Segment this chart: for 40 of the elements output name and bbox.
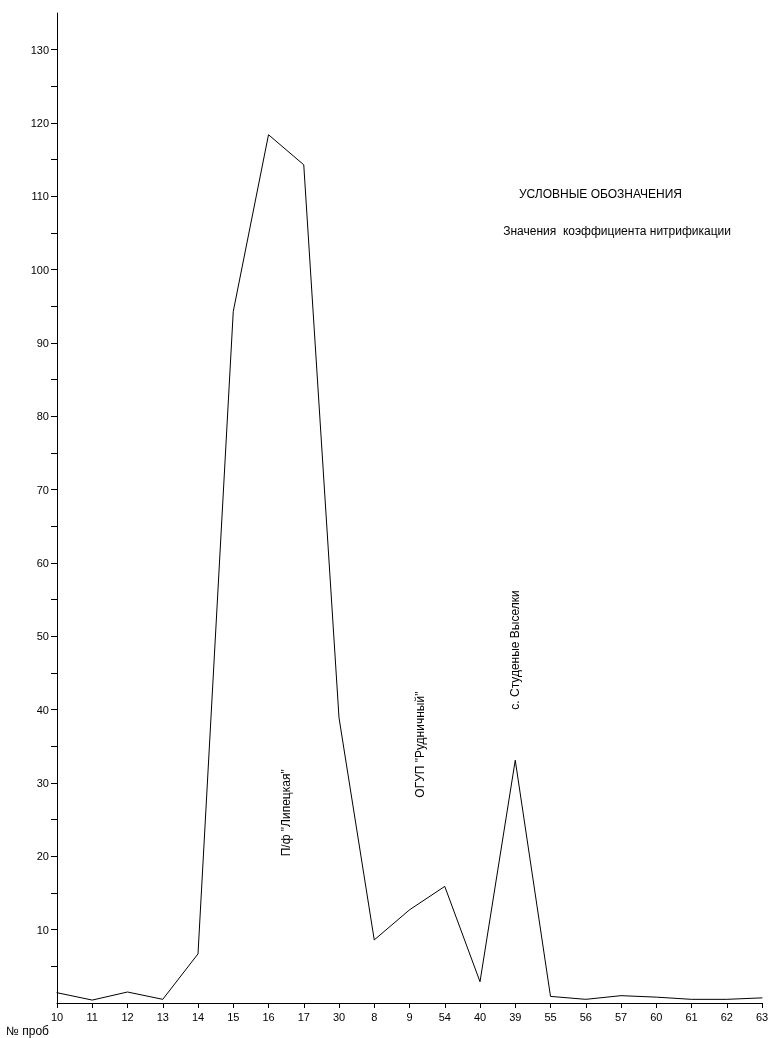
text: Значения коэффициента нитрификации (503, 224, 732, 238)
x-tick-label: 40 (473, 1010, 487, 1023)
x-tick-label: 17 (297, 1010, 310, 1023)
x-tick-label: 12 (121, 1010, 134, 1023)
y-tick-label: 40 (36, 703, 49, 716)
x-tick-label: 57 (614, 1010, 628, 1023)
x-tick-label: 56 (579, 1010, 592, 1023)
x-tick-label: 61 (685, 1010, 698, 1023)
x-tick-label: 60 (650, 1010, 663, 1023)
annotation: с. Студеные Выселки (508, 590, 523, 710)
x-tick-label: 63 (755, 1010, 769, 1023)
annotation: П/ф "Липецкая" (279, 769, 294, 857)
y-tick-label: 90 (36, 337, 49, 349)
x-tick-label: 55 (544, 1010, 557, 1023)
y-tick-label: 100 (30, 263, 49, 276)
legend-title: УСЛОВНЫЕ ОБОЗНАЧЕНИЯ (518, 187, 682, 201)
y-tick-label: 130 (30, 43, 49, 56)
y-tick-label: 50 (36, 630, 49, 643)
y-tick-label: 30 (36, 777, 49, 789)
y-tick-label: 120 (30, 117, 49, 129)
x-tick-label: 15 (227, 1010, 240, 1023)
y-tick-label: 10 (36, 923, 49, 936)
x-tick-label: 62 (720, 1010, 733, 1023)
y-tick-label: 110 (31, 190, 49, 203)
y-tick-label: 60 (36, 557, 49, 569)
x-tick-label: 9 (406, 1010, 413, 1023)
x-tick-label: 30 (332, 1010, 346, 1023)
x-tick-label: 54 (438, 1010, 451, 1023)
x-tick-label: 10 (50, 1010, 64, 1023)
y-tick-label: 80 (36, 410, 49, 423)
x-axis-title: № проб (6, 1024, 50, 1038)
y-tick-label: 70 (36, 483, 49, 496)
x-tick-label: 16 (262, 1010, 275, 1023)
x-tick-label: 14 (191, 1010, 205, 1023)
y-tick-label: 20 (36, 850, 49, 863)
x-tick-label: 8 (371, 1010, 378, 1023)
x-tick-label: 11 (86, 1010, 98, 1023)
annotation: ОГУП "Рудничный" (413, 691, 428, 798)
x-tick-label: 39 (509, 1010, 522, 1023)
x-tick-label: 13 (156, 1010, 169, 1023)
